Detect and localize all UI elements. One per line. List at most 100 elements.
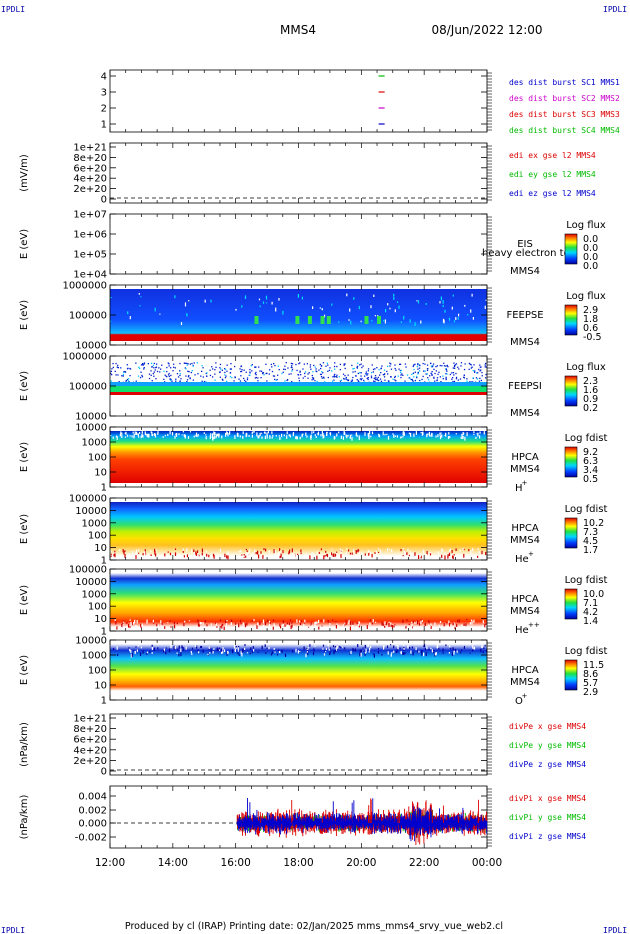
noise-pixel bbox=[129, 619, 131, 621]
flux-pixel bbox=[453, 365, 456, 368]
spectrogram-noise-p8 bbox=[114, 619, 487, 631]
noise-pixel bbox=[332, 645, 335, 648]
noise-pixel bbox=[455, 433, 457, 435]
flux-pixel bbox=[164, 381, 166, 383]
y-tick-label: 1e+06 bbox=[73, 230, 107, 241]
flux-pixel bbox=[351, 380, 353, 382]
noise-pixel bbox=[371, 319, 373, 322]
noise-pixel bbox=[182, 647, 184, 651]
y-tick-label: 10000 bbox=[75, 412, 107, 423]
noise-pixel bbox=[139, 432, 141, 434]
noise-pixel bbox=[484, 305, 486, 309]
noise-pixel bbox=[439, 555, 441, 559]
noise-pixel bbox=[335, 621, 337, 623]
noise-pixel bbox=[177, 553, 179, 556]
noise-pixel bbox=[393, 434, 395, 438]
noise-pixel bbox=[349, 308, 351, 312]
flux-pixel bbox=[249, 371, 251, 373]
flux-pixel bbox=[379, 378, 382, 380]
flux-pixel bbox=[351, 379, 353, 381]
noise-pixel bbox=[271, 301, 273, 305]
noise-pixel bbox=[184, 434, 186, 439]
noise-pixel bbox=[205, 550, 207, 553]
y-tick-label: 0 bbox=[101, 767, 107, 778]
y-tick-label: 10000 bbox=[75, 423, 107, 434]
noise-pixel bbox=[242, 622, 244, 626]
noise-pixel bbox=[329, 623, 331, 626]
noise-pixel bbox=[282, 550, 284, 554]
flux-pixel bbox=[422, 362, 424, 365]
noise-pixel bbox=[310, 436, 312, 440]
flux-pixel bbox=[395, 369, 397, 371]
flux-pixel bbox=[304, 372, 306, 375]
noise-pixel bbox=[424, 622, 426, 626]
noise-pixel bbox=[329, 553, 331, 556]
flux-pixel bbox=[453, 374, 455, 376]
flux-pixel bbox=[334, 362, 336, 364]
noise-pixel bbox=[150, 550, 152, 552]
flux-pixel bbox=[125, 380, 127, 382]
noise-pixel bbox=[409, 319, 411, 323]
flux-pixel bbox=[240, 365, 242, 368]
flux-pixel bbox=[268, 373, 270, 375]
noise-pixel bbox=[279, 623, 281, 627]
noise-pixel bbox=[314, 645, 316, 647]
noise-pixel bbox=[444, 309, 446, 313]
noise-pixel bbox=[329, 432, 331, 434]
noise-pixel bbox=[471, 293, 473, 297]
noise-pixel bbox=[352, 625, 354, 627]
flux-pixel bbox=[186, 381, 188, 383]
noise-pixel bbox=[282, 620, 284, 624]
flux-pixel bbox=[404, 363, 407, 365]
noise-pixel bbox=[175, 433, 177, 436]
flux-patch bbox=[295, 316, 300, 324]
noise-pixel bbox=[111, 554, 114, 557]
noise-pixel bbox=[456, 650, 458, 653]
noise-pixel bbox=[157, 626, 159, 629]
noise-pixel bbox=[122, 549, 124, 553]
flux-pixel bbox=[251, 364, 253, 366]
flux-pixel bbox=[359, 372, 361, 374]
noise-pixel bbox=[110, 435, 112, 437]
noise-pixel bbox=[135, 555, 137, 559]
colorbar-tick-label: 5.7 bbox=[583, 678, 598, 689]
noise-pixel bbox=[454, 626, 456, 630]
noise-pixel bbox=[453, 320, 455, 323]
flux-band-red bbox=[110, 392, 487, 395]
noise-pixel bbox=[319, 307, 321, 309]
noise-pixel bbox=[114, 553, 116, 558]
flux-pixel bbox=[141, 364, 144, 366]
flux-pixel bbox=[406, 374, 409, 376]
noise-pixel bbox=[124, 432, 126, 434]
noise-pixel bbox=[188, 620, 190, 622]
noise-pixel bbox=[449, 645, 451, 648]
noise-pixel bbox=[471, 620, 473, 625]
noise-pixel bbox=[197, 555, 199, 557]
spectrogram-noise-p4 bbox=[110, 293, 487, 326]
noise-pixel bbox=[154, 549, 156, 551]
flux-pixel bbox=[314, 380, 316, 382]
flux-pixel bbox=[427, 377, 429, 379]
noise-pixel bbox=[208, 554, 210, 558]
noise-pixel bbox=[357, 548, 359, 553]
noise-pixel bbox=[364, 432, 366, 436]
noise-pixel bbox=[307, 626, 310, 628]
noise-pixel bbox=[251, 431, 253, 435]
flux-pixel bbox=[375, 376, 377, 379]
flux-pixel bbox=[234, 377, 236, 379]
noise-pixel bbox=[202, 649, 204, 653]
noise-pixel bbox=[435, 652, 437, 655]
noise-pixel bbox=[402, 431, 404, 436]
flux-pixel bbox=[333, 374, 335, 376]
noise-pixel bbox=[268, 646, 270, 650]
noise-pixel bbox=[317, 432, 319, 436]
flux-pixel bbox=[163, 378, 165, 380]
noise-pixel bbox=[247, 552, 249, 557]
noise-pixel bbox=[143, 626, 145, 628]
y-tick-label: 1 bbox=[101, 483, 107, 494]
flux-pixel bbox=[477, 372, 479, 374]
flux-pixel bbox=[117, 374, 119, 376]
corner-label-br: IPDLI bbox=[603, 926, 627, 934]
